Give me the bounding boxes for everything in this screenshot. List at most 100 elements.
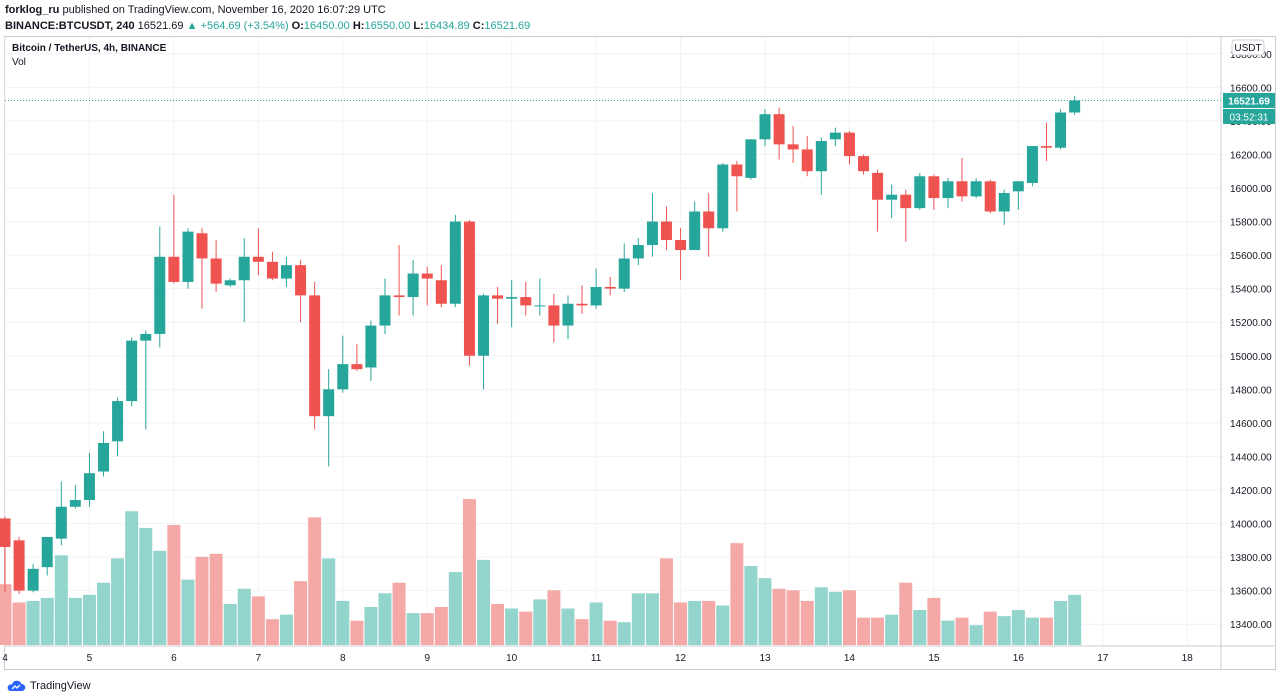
candle[interactable] (548, 293, 560, 343)
candle-body (140, 333, 152, 341)
volume-bar (899, 582, 913, 645)
candle[interactable] (801, 135, 813, 177)
candle[interactable] (773, 107, 785, 160)
price-tick-label: 15000.00 (1230, 352, 1272, 363)
candle[interactable] (956, 157, 968, 202)
candle[interactable] (168, 194, 180, 284)
candle-body (83, 473, 95, 501)
candle[interactable] (351, 344, 363, 371)
currency-badge[interactable]: USDT (1231, 39, 1265, 56)
candle[interactable] (492, 286, 504, 324)
candle[interactable] (210, 240, 222, 293)
candle-body (886, 194, 898, 200)
candle[interactable] (787, 125, 799, 163)
candle[interactable] (337, 335, 349, 393)
candle[interactable] (323, 369, 335, 467)
candle[interactable] (463, 219, 475, 366)
candle[interactable] (717, 162, 729, 232)
candle[interactable] (1055, 109, 1067, 150)
candle[interactable] (280, 256, 292, 287)
candle[interactable] (182, 228, 194, 289)
candle[interactable] (83, 453, 95, 507)
candle[interactable] (900, 189, 912, 242)
candle[interactable] (520, 281, 532, 316)
candle[interactable] (238, 238, 250, 323)
candle[interactable] (815, 137, 827, 195)
author-name[interactable]: forklog_ru (5, 4, 60, 16)
candle[interactable] (928, 174, 940, 210)
candle[interactable] (1026, 146, 1038, 187)
price-axis[interactable]: 13400.00 13600.00 13800.00 14000.00 14200.00… (1230, 50, 1272, 631)
candle[interactable] (421, 266, 433, 306)
candle[interactable] (224, 278, 236, 287)
volume-bar (448, 572, 462, 645)
candle[interactable] (449, 214, 461, 308)
candle[interactable] (1012, 181, 1024, 210)
candle[interactable] (69, 484, 81, 509)
candle[interactable] (295, 260, 307, 323)
candle[interactable] (689, 201, 701, 251)
candle[interactable] (660, 206, 672, 251)
candle[interactable] (365, 320, 377, 381)
candle-body (1012, 181, 1024, 192)
close-value: 16521.69 (484, 20, 531, 32)
candle[interactable] (506, 280, 518, 328)
candle[interactable] (759, 109, 771, 147)
candle[interactable] (886, 184, 898, 219)
candle[interactable] (534, 278, 546, 316)
candle[interactable] (829, 127, 841, 147)
candle[interactable] (27, 563, 39, 593)
time-tick-label: 16 (1013, 653, 1025, 664)
candle[interactable] (576, 285, 588, 314)
candle[interactable] (140, 330, 152, 430)
candle[interactable] (266, 251, 278, 281)
tradingview-footer[interactable]: TradingView (6, 677, 91, 695)
candle[interactable] (590, 268, 602, 309)
candle[interactable] (379, 278, 391, 334)
candle[interactable] (998, 189, 1010, 225)
legend-volume[interactable]: Vol (12, 57, 26, 68)
volume-bar (350, 620, 364, 645)
candle[interactable] (393, 245, 405, 316)
legend-title[interactable]: Bitcoin / TetherUS, 4h, BINANCE (12, 43, 167, 54)
candle-body (196, 233, 208, 259)
candle[interactable] (604, 276, 616, 296)
candle[interactable] (632, 238, 644, 266)
candle[interactable] (984, 179, 996, 214)
candle[interactable] (646, 193, 658, 257)
candle[interactable] (872, 169, 884, 232)
candle-body (13, 540, 25, 591)
candle[interactable] (407, 260, 419, 316)
candle[interactable] (914, 172, 926, 210)
candle[interactable] (13, 536, 25, 594)
candle[interactable] (478, 293, 490, 390)
candle[interactable] (41, 536, 53, 576)
candle[interactable] (252, 228, 264, 276)
candle[interactable] (675, 228, 687, 281)
candle[interactable] (0, 516, 11, 593)
candle[interactable] (942, 177, 954, 209)
candle[interactable] (154, 226, 166, 348)
candle[interactable] (745, 139, 757, 180)
candle[interactable] (1040, 122, 1052, 162)
candle[interactable] (309, 281, 321, 430)
candle[interactable] (618, 243, 630, 293)
candle[interactable] (55, 481, 67, 546)
candle[interactable] (196, 228, 208, 309)
price-tick-label: 16200.00 (1230, 150, 1272, 161)
candle[interactable] (843, 130, 855, 165)
tradingview-cloud-icon (7, 680, 26, 691)
candle-body (506, 297, 518, 299)
candle[interactable] (435, 265, 447, 308)
candle[interactable] (858, 154, 870, 175)
candle[interactable] (126, 337, 138, 407)
candle[interactable] (98, 431, 110, 477)
candle[interactable] (562, 295, 574, 339)
time-axis[interactable]: 4 5 6 7 8 9 10 11 12 13 14 15 16 17 18 (2, 653, 1193, 664)
candle[interactable] (731, 161, 743, 212)
candle[interactable] (1069, 95, 1081, 116)
candle[interactable] (112, 397, 124, 457)
candle[interactable] (703, 193, 715, 257)
candle[interactable] (970, 177, 982, 199)
